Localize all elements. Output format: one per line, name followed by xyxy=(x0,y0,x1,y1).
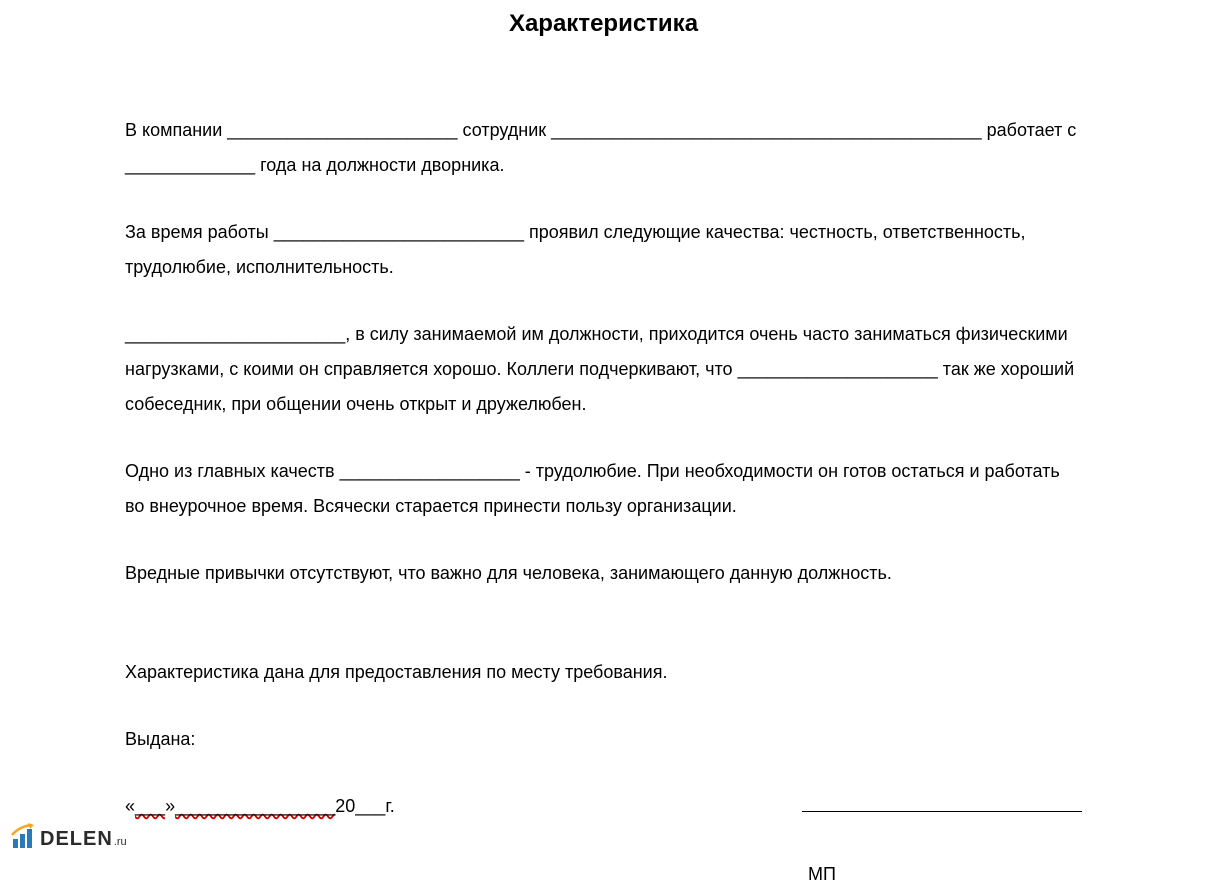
paragraph-3: ______________________, в силу занимаемо… xyxy=(125,317,1082,422)
date-month-blank: ________________ xyxy=(175,796,335,816)
logo-main-text: DELEN xyxy=(40,828,113,851)
issued-label: Выдана: xyxy=(125,722,1082,757)
date-line: «___»________________20___г. xyxy=(125,789,395,824)
logo-text: DELEN .ru xyxy=(40,828,127,851)
document-body: Характеристика В компании ______________… xyxy=(0,0,1207,885)
paragraph-2: За время работы ________________________… xyxy=(125,215,1082,285)
paragraph-6: Характеристика дана для предоставления п… xyxy=(125,655,1082,690)
paragraph-1: В компании _______________________ сотру… xyxy=(125,113,1082,183)
date-open-quote: « xyxy=(125,796,135,816)
date-close-quote: » xyxy=(165,796,175,816)
logo-domain-text: .ru xyxy=(114,836,127,848)
signature-line xyxy=(802,794,1082,812)
paragraph-4: Одно из главных качеств ________________… xyxy=(125,454,1082,524)
date-year-suffix: г. xyxy=(385,796,394,816)
date-day-blank: ___ xyxy=(135,796,165,816)
stamp-label: МП xyxy=(808,864,1082,885)
paragraph-5: Вредные привычки отсутствуют, что важно … xyxy=(125,556,1082,591)
signature-row: «___»________________20___г. xyxy=(125,789,1082,824)
logo-icon xyxy=(10,823,38,851)
logo: DELEN .ru xyxy=(10,823,127,851)
date-year-blank: ___ xyxy=(355,796,385,816)
date-year-prefix: 20 xyxy=(335,796,355,816)
document-title: Характеристика xyxy=(125,10,1082,38)
